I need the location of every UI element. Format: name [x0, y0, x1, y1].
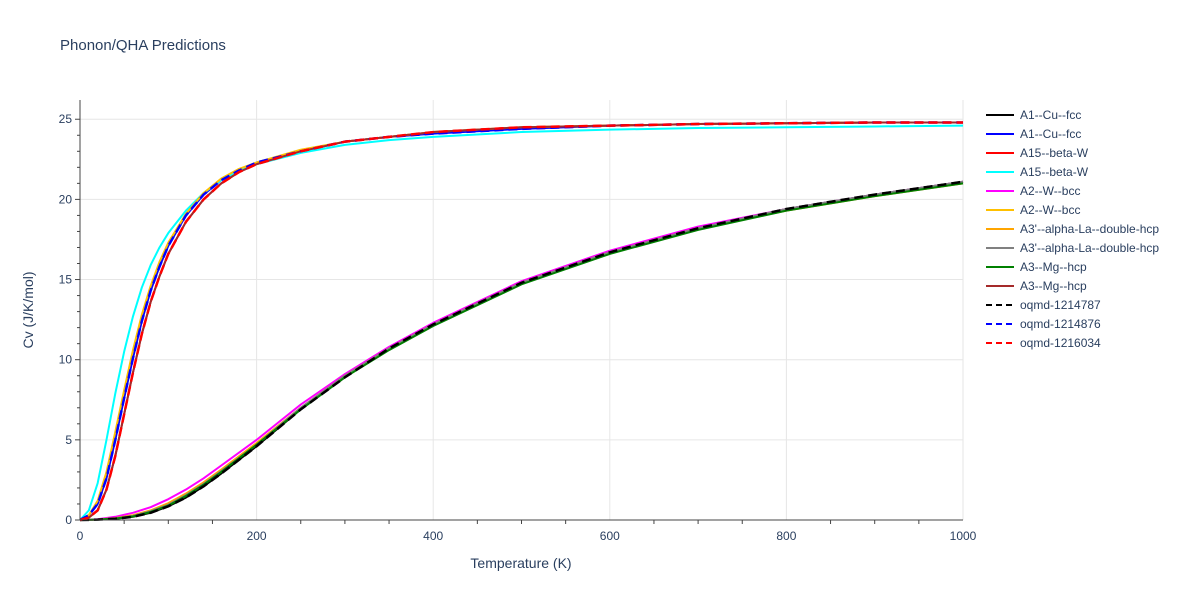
legend-item[interactable]: A15--beta-W: [986, 165, 1089, 179]
legend-item[interactable]: oqmd-1216034: [986, 336, 1101, 350]
x-tick-label: 600: [600, 529, 620, 543]
chart-title: Phonon/QHA Predictions: [60, 37, 226, 54]
legend-label: A3--Mg--hcp: [1020, 279, 1087, 293]
series-line-4: [79, 180, 964, 521]
legend-item[interactable]: A2--W--bcc: [986, 203, 1080, 217]
legend-item[interactable]: A1--Cu--fcc: [986, 127, 1081, 141]
series-line-2: [79, 121, 963, 521]
legend-label: A3'--alpha-La--double-hcp: [1020, 241, 1159, 255]
series-line-11: [79, 121, 963, 522]
legend-item[interactable]: A3'--alpha-La--double-hcp: [986, 222, 1159, 236]
legend-item[interactable]: A3--Mg--hcp: [986, 260, 1087, 274]
x-tick-label: 800: [776, 529, 796, 543]
legend-label: oqmd-1214787: [1020, 298, 1101, 312]
y-tick-label: 25: [59, 112, 73, 126]
y-tick-label: 10: [59, 353, 73, 367]
legend-label: oqmd-1216034: [1020, 336, 1101, 350]
legend-label: A15--beta-W: [1020, 165, 1089, 179]
series-line-7: [79, 180, 964, 521]
x-axis-label: Temperature (K): [470, 555, 571, 571]
y-tick-label: 5: [65, 433, 72, 447]
legend-label: A2--W--bcc: [1020, 203, 1080, 217]
legend-item[interactable]: A3'--alpha-La--double-hcp: [986, 241, 1159, 255]
legend-label: A15--beta-W: [1020, 146, 1089, 160]
series-line-12: [79, 121, 963, 522]
x-tick-label: 400: [423, 529, 443, 543]
series-line-9: [79, 121, 963, 521]
legend-item[interactable]: A1--Cu--fcc: [986, 108, 1081, 122]
legend-label: A3--Mg--hcp: [1020, 260, 1087, 274]
legend-item[interactable]: oqmd-1214876: [986, 317, 1101, 331]
legend-label: A2--W--bcc: [1020, 184, 1080, 198]
x-tick-label: 0: [77, 529, 84, 543]
y-tick-label: 0: [65, 513, 72, 527]
legend-label: oqmd-1214876: [1020, 317, 1101, 331]
y-axis-label: Cv (J/K/mol): [20, 272, 36, 349]
x-tick-label: 200: [247, 529, 267, 543]
series-line-8: [79, 182, 964, 521]
x-tick-label: 1000: [950, 529, 977, 543]
legend-label: A1--Cu--fcc: [1020, 127, 1081, 141]
legend-item[interactable]: A15--beta-W: [986, 146, 1089, 160]
legend[interactable]: A1--Cu--fcc A1--Cu--fcc A15--beta-W A15--be…: [986, 108, 1159, 350]
legend-label: A3'--alpha-La--double-hcp: [1020, 222, 1159, 236]
plot-lines: [79, 121, 964, 522]
series-line-0: [79, 180, 964, 521]
legend-label: A1--Cu--fcc: [1020, 108, 1081, 122]
series-line-6: [79, 182, 964, 521]
y-tick-label: 20: [59, 192, 73, 206]
axes: 0 200 400 600 800 1000 0 5 10 15 20 25: [59, 100, 977, 543]
legend-item[interactable]: oqmd-1214787: [986, 298, 1101, 312]
y-tick-label: 15: [59, 273, 73, 287]
series-line-5: [79, 121, 963, 521]
grid: [80, 100, 964, 520]
series-line-10: [79, 180, 964, 522]
legend-item[interactable]: A2--W--bcc: [986, 184, 1080, 198]
legend-item[interactable]: A3--Mg--hcp: [986, 279, 1087, 293]
series-line-1: [79, 121, 963, 521]
